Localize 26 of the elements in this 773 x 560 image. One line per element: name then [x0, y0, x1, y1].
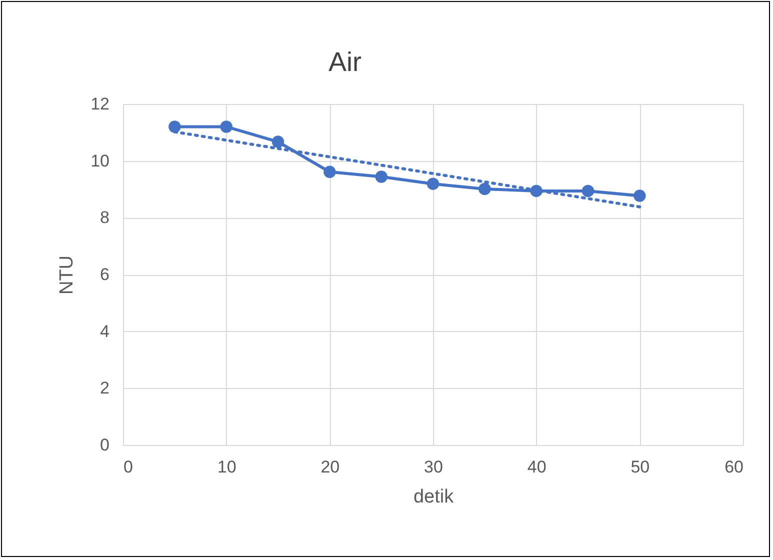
x-tick-label: 50 [630, 458, 650, 476]
y-tick-label: 6 [100, 265, 110, 284]
y-tick-label: 12 [90, 94, 110, 114]
x-tick-label: 30 [424, 458, 443, 476]
x-axis-title: detik [413, 486, 454, 508]
y-tick-label: 10 [90, 151, 110, 170]
point [426, 178, 440, 190]
chart-title: Air [328, 47, 362, 77]
point [324, 166, 336, 178]
point [634, 190, 646, 202]
point [478, 182, 491, 196]
x-tick-label: 40 [527, 458, 546, 476]
y-tick-label: 2 [100, 378, 110, 398]
point [582, 184, 594, 198]
x-tick-label: 10 [217, 458, 236, 476]
point [375, 170, 388, 183]
y-axis-title: NTU [56, 255, 78, 295]
y-tick-label: 0 [100, 436, 110, 454]
point [220, 120, 232, 133]
x-tick-label: 20 [320, 458, 340, 476]
y-tick-label: 4 [100, 322, 110, 341]
y-tick-label: 8 [100, 208, 110, 228]
point [168, 120, 181, 133]
x-tick-label: 0 [124, 458, 133, 476]
point [272, 136, 284, 148]
x-tick-label: 60 [724, 458, 744, 476]
